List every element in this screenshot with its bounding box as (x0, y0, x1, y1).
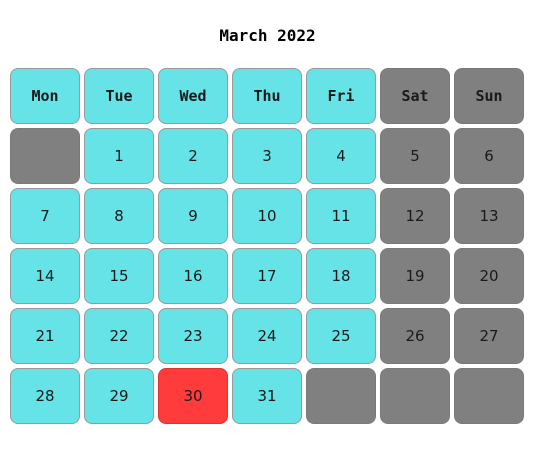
weekday-header-fri: Fri (306, 68, 376, 124)
day-cell[interactable]: 3 (232, 128, 302, 184)
day-cell[interactable]: 29 (84, 368, 154, 424)
day-cell[interactable]: 17 (232, 248, 302, 304)
day-cell[interactable]: 9 (158, 188, 228, 244)
day-cell[interactable]: 31 (232, 368, 302, 424)
day-cell-weekend[interactable]: 26 (380, 308, 450, 364)
day-cell-weekend[interactable]: 12 (380, 188, 450, 244)
day-cell[interactable]: 14 (10, 248, 80, 304)
day-cell-empty (454, 368, 524, 424)
day-cell-weekend[interactable]: 19 (380, 248, 450, 304)
day-cell-weekend[interactable]: 20 (454, 248, 524, 304)
day-cell[interactable]: 10 (232, 188, 302, 244)
weekday-header-sat: Sat (380, 68, 450, 124)
weekday-header-mon: Mon (10, 68, 80, 124)
day-cell-weekend[interactable]: 13 (454, 188, 524, 244)
day-cell[interactable]: 2 (158, 128, 228, 184)
day-cell[interactable]: 23 (158, 308, 228, 364)
day-cell[interactable]: 16 (158, 248, 228, 304)
day-cell-weekend[interactable]: 6 (454, 128, 524, 184)
day-cell-empty (10, 128, 80, 184)
day-cell[interactable]: 4 (306, 128, 376, 184)
day-cell-weekend[interactable]: 27 (454, 308, 524, 364)
day-cell[interactable]: 11 (306, 188, 376, 244)
day-cell[interactable]: 24 (232, 308, 302, 364)
day-cell-weekend[interactable]: 5 (380, 128, 450, 184)
day-cell[interactable]: 22 (84, 308, 154, 364)
day-cell[interactable]: 8 (84, 188, 154, 244)
weekday-header-thu: Thu (232, 68, 302, 124)
weekday-header-sun: Sun (454, 68, 524, 124)
weekday-header-wed: Wed (158, 68, 228, 124)
day-cell-empty (306, 368, 376, 424)
day-cell[interactable]: 7 (10, 188, 80, 244)
day-cell[interactable]: 15 (84, 248, 154, 304)
day-cell[interactable]: 18 (306, 248, 376, 304)
day-cell[interactable]: 21 (10, 308, 80, 364)
day-cell[interactable]: 25 (306, 308, 376, 364)
day-cell-empty (380, 368, 450, 424)
day-cell[interactable]: 28 (10, 368, 80, 424)
weekday-header-tue: Tue (84, 68, 154, 124)
day-cell[interactable]: 1 (84, 128, 154, 184)
day-cell-highlighted[interactable]: 30 (158, 368, 228, 424)
calendar-title: March 2022 (219, 26, 316, 45)
calendar-grid: Mon Tue Wed Thu Fri Sat Sun 1 2 3 4 5 6 … (10, 68, 524, 424)
